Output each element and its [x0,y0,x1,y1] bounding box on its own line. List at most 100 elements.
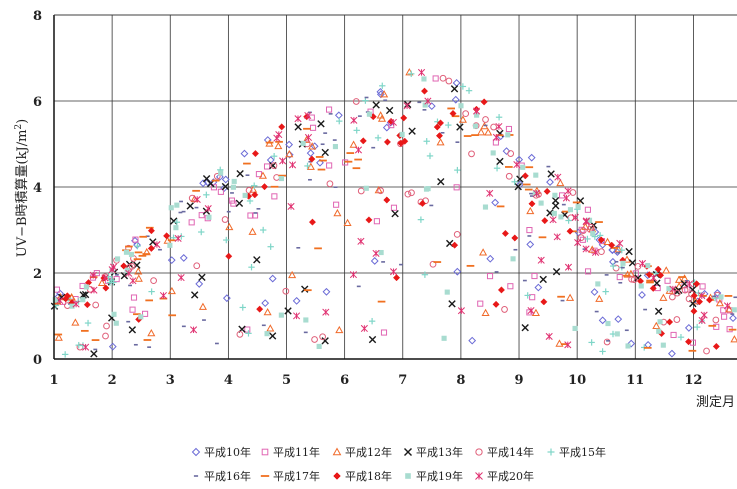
y-tick-label: 4 [33,181,42,196]
data-point [620,260,626,266]
data-point [703,347,710,355]
data-point [526,309,533,316]
data-point [274,141,283,150]
data-point [562,194,570,202]
data-point [372,101,380,109]
data-point [586,217,593,223]
data-point [448,300,456,308]
data-point [496,157,504,166]
data-point [628,259,637,267]
data-point [590,288,599,296]
data-point [543,187,551,195]
data-point [482,204,489,210]
data-point [511,234,519,242]
data-point [174,202,180,208]
data-point [477,128,486,136]
data-point [588,339,595,346]
data-point [102,284,110,292]
data-point [167,242,173,248]
data-point [190,326,198,334]
data-point [654,307,663,316]
data-point [452,79,461,87]
data-point [188,194,196,202]
data-point [713,289,722,297]
data-point [236,169,244,178]
data-point [373,218,380,225]
data-point [456,123,464,131]
data-point [435,132,444,140]
data-point [111,311,117,317]
data-point [374,134,382,142]
data-point [282,287,290,295]
data-point [531,272,538,280]
data-point [482,116,489,123]
data-point [526,227,533,234]
data-point [84,319,92,327]
data-point [426,152,434,160]
data-point [134,267,143,275]
data-point [622,255,632,263]
data-point [545,332,553,341]
data-point [134,242,141,250]
legend-item: 平成16年 [193,469,251,483]
data-point [150,277,157,285]
data-point [56,296,64,305]
data-point [248,227,257,235]
data-point [539,275,547,284]
data-point [267,243,274,250]
data-point [567,207,574,213]
data-point [441,335,447,341]
y-axis-label-sup: 2 [14,124,24,130]
data-point [551,210,557,216]
data-point [269,161,277,170]
data-point [266,324,275,332]
data-point [102,332,109,340]
data-point [480,98,488,106]
data-point [520,164,526,170]
data-point [404,190,412,198]
data-point [370,257,379,265]
data-point [558,214,564,220]
data-point [698,292,706,300]
data-point [532,190,538,196]
data-point [492,133,500,141]
data-point [366,111,372,117]
legend-marker [332,447,342,456]
legend-marker [475,472,483,480]
data-point [598,248,605,256]
data-point [511,178,518,186]
data-point [401,137,409,145]
data-point [553,233,561,241]
data-point [168,205,174,211]
data-point [493,165,501,172]
data-point [188,219,195,226]
data-point [587,223,595,231]
data-point [142,310,149,317]
data-point [492,300,500,308]
legend-item: 平成14年 [475,445,534,459]
data-point [603,338,611,346]
data-point [484,128,493,136]
data-point [294,115,302,123]
data-point [603,237,612,245]
data-point [350,116,358,124]
data-point [677,333,685,341]
data-point [670,331,677,339]
data-point [595,281,601,287]
data-point [293,312,301,320]
data-point [204,205,212,213]
data-point [581,222,590,230]
data-point [547,170,555,178]
data-point [720,307,727,314]
data-point [278,123,286,131]
data-point [540,298,548,306]
data-point [92,301,100,309]
data-point [336,117,343,125]
data-point [521,172,529,180]
data-point [82,343,90,351]
data-point [729,314,737,323]
data-point [195,280,204,288]
y-tick-label: 6 [33,95,42,110]
data-point [322,287,331,296]
